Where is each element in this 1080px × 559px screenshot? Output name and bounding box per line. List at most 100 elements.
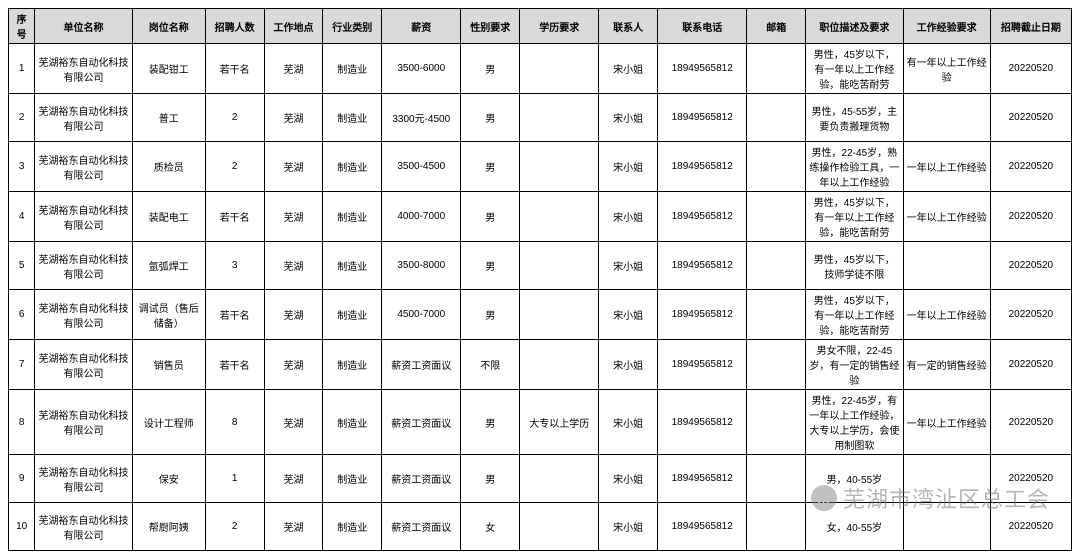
cell-unit: 芜湖裕东自动化科技有限公司: [35, 390, 132, 455]
cell-position: 装配电工: [132, 192, 205, 242]
cell-gender: 男: [461, 242, 520, 290]
cell-exp: 有一定的销售经验: [903, 340, 990, 390]
cell-unit: 芜湖裕东自动化科技有限公司: [35, 142, 132, 192]
col-header-jobdesc: 职位描述及要求: [806, 9, 903, 44]
recruitment-table: 序号单位名称岗位名称招聘人数工作地点行业类别薪资性别要求学历要求联系人联系电话邮…: [8, 8, 1072, 551]
col-header-unit: 单位名称: [35, 9, 132, 44]
cell-gender: 男: [461, 142, 520, 192]
cell-email: [747, 390, 806, 455]
cell-deadline: 20220520: [990, 44, 1071, 94]
cell-location: 芜湖: [264, 94, 323, 142]
cell-contact: 宋小姐: [599, 503, 658, 551]
cell-email: [747, 340, 806, 390]
cell-position: 装配钳工: [132, 44, 205, 94]
cell-location: 芜湖: [264, 455, 323, 503]
cell-deadline: 20220520: [990, 390, 1071, 455]
cell-position: 质检员: [132, 142, 205, 192]
cell-industry: 制造业: [323, 192, 382, 242]
cell-email: [747, 503, 806, 551]
cell-idx: 9: [9, 455, 35, 503]
cell-count: 2: [205, 503, 264, 551]
cell-salary: 3300元-4500: [382, 94, 461, 142]
cell-email: [747, 290, 806, 340]
cell-deadline: 20220520: [990, 192, 1071, 242]
cell-location: 芜湖: [264, 44, 323, 94]
cell-contact: 宋小姐: [599, 290, 658, 340]
cell-idx: 7: [9, 340, 35, 390]
cell-education: [520, 142, 599, 192]
cell-industry: 制造业: [323, 455, 382, 503]
cell-phone: 18949565812: [658, 455, 747, 503]
cell-jobdesc: 男性，22-45岁，熟练操作检验工具，一年以上工作经验: [806, 142, 903, 192]
cell-jobdesc: 男性，45岁以下，有一年以上工作经验，能吃苦耐劳: [806, 290, 903, 340]
cell-exp: 一年以上工作经验: [903, 290, 990, 340]
cell-location: 芜湖: [264, 290, 323, 340]
table-row: 5芜湖裕东自动化科技有限公司氩弧焊工3芜湖制造业3500-8000男宋小姐189…: [9, 242, 1072, 290]
cell-unit: 芜湖裕东自动化科技有限公司: [35, 242, 132, 290]
cell-salary: 薪资工资面议: [382, 340, 461, 390]
cell-jobdesc: 男性，45岁以下，有一年以上工作经验，能吃苦耐劳: [806, 44, 903, 94]
cell-education: [520, 192, 599, 242]
table-body: 1芜湖裕东自动化科技有限公司装配钳工若干名芜湖制造业3500-6000男宋小姐1…: [9, 44, 1072, 551]
cell-deadline: 20220520: [990, 455, 1071, 503]
cell-education: [520, 340, 599, 390]
cell-education: [520, 94, 599, 142]
col-header-email: 邮箱: [747, 9, 806, 44]
col-header-phone: 联系电话: [658, 9, 747, 44]
cell-salary: 薪资工资面议: [382, 455, 461, 503]
cell-phone: 18949565812: [658, 142, 747, 192]
table-row: 9芜湖裕东自动化科技有限公司保安1芜湖制造业薪资工资面议男宋小姐18949565…: [9, 455, 1072, 503]
cell-phone: 18949565812: [658, 44, 747, 94]
col-header-salary: 薪资: [382, 9, 461, 44]
cell-gender: 男: [461, 192, 520, 242]
cell-deadline: 20220520: [990, 503, 1071, 551]
col-header-location: 工作地点: [264, 9, 323, 44]
cell-exp: [903, 242, 990, 290]
cell-exp: [903, 94, 990, 142]
cell-salary: 3500-6000: [382, 44, 461, 94]
cell-location: 芜湖: [264, 390, 323, 455]
cell-industry: 制造业: [323, 44, 382, 94]
cell-count: 若干名: [205, 44, 264, 94]
cell-education: [520, 503, 599, 551]
cell-location: 芜湖: [264, 242, 323, 290]
table-row: 6芜湖裕东自动化科技有限公司调试员（售后储备）若干名芜湖制造业4500-7000…: [9, 290, 1072, 340]
cell-count: 若干名: [205, 340, 264, 390]
col-header-idx: 序号: [9, 9, 35, 44]
cell-education: 大专以上学历: [520, 390, 599, 455]
cell-jobdesc: 男女不限，22-45岁，有一定的销售经验: [806, 340, 903, 390]
cell-count: 若干名: [205, 290, 264, 340]
cell-deadline: 20220520: [990, 142, 1071, 192]
col-header-deadline: 招聘截止日期: [990, 9, 1071, 44]
table-row: 1芜湖裕东自动化科技有限公司装配钳工若干名芜湖制造业3500-6000男宋小姐1…: [9, 44, 1072, 94]
cell-gender: 男: [461, 290, 520, 340]
cell-contact: 宋小姐: [599, 242, 658, 290]
col-header-industry: 行业类别: [323, 9, 382, 44]
cell-exp: 一年以上工作经验: [903, 142, 990, 192]
cell-exp: [903, 455, 990, 503]
cell-email: [747, 242, 806, 290]
cell-phone: 18949565812: [658, 242, 747, 290]
cell-jobdesc: 男性，45岁以下，有一年以上工作经验，能吃苦耐劳: [806, 192, 903, 242]
table-row: 10芜湖裕东自动化科技有限公司帮厨阿姨2芜湖制造业薪资工资面议女宋小姐18949…: [9, 503, 1072, 551]
col-header-count: 招聘人数: [205, 9, 264, 44]
col-header-contact: 联系人: [599, 9, 658, 44]
col-header-exp: 工作经验要求: [903, 9, 990, 44]
cell-gender: 男: [461, 94, 520, 142]
col-header-position: 岗位名称: [132, 9, 205, 44]
cell-salary: 3500-4500: [382, 142, 461, 192]
cell-education: [520, 242, 599, 290]
cell-count: 若干名: [205, 192, 264, 242]
cell-location: 芜湖: [264, 340, 323, 390]
cell-salary: 薪资工资面议: [382, 503, 461, 551]
cell-count: 8: [205, 390, 264, 455]
cell-email: [747, 94, 806, 142]
table-row: 8芜湖裕东自动化科技有限公司设计工程师8芜湖制造业薪资工资面议男大专以上学历宋小…: [9, 390, 1072, 455]
cell-education: [520, 290, 599, 340]
cell-gender: 不限: [461, 340, 520, 390]
cell-phone: 18949565812: [658, 390, 747, 455]
cell-industry: 制造业: [323, 390, 382, 455]
cell-jobdesc: 男性，45岁以下，技师学徒不限: [806, 242, 903, 290]
cell-contact: 宋小姐: [599, 455, 658, 503]
cell-salary: 薪资工资面议: [382, 390, 461, 455]
